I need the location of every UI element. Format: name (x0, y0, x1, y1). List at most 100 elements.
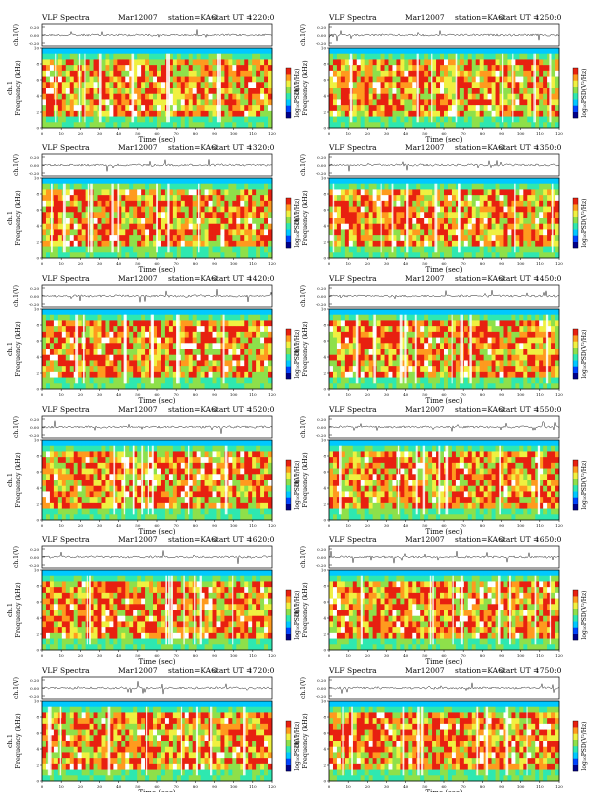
colorbar-segment (286, 627, 291, 634)
time-tick-label: 100 (517, 523, 525, 528)
colorbar-segment (573, 93, 578, 100)
panel-start-label: start UT = (499, 405, 539, 414)
colorbar-segment (286, 602, 291, 609)
freq-tick-label: 8 (323, 454, 326, 459)
time-tick-label: 40 (403, 131, 409, 136)
time-tick-label: 120 (268, 261, 276, 266)
panel-start-label: start UT = (212, 535, 252, 544)
spectrogram-ylabel-channel: ch.1 (6, 603, 14, 617)
panel-start-label: start UT = (212, 143, 252, 152)
time-tick-label: 70 (174, 523, 180, 528)
time-tick-label: 80 (480, 784, 486, 789)
colorbar-segment (286, 372, 291, 380)
panel-title: VLF Spectra (41, 274, 90, 283)
panel-station: station=KAG (455, 143, 504, 152)
time-tick-label: 0 (328, 523, 331, 528)
colorbar-segment (286, 633, 291, 641)
time-tick-label: 80 (480, 653, 486, 658)
freq-tick-label: 0 (323, 126, 326, 131)
waveform-ylabel: ch.1(V) (13, 546, 20, 568)
waveform-tick-label: 0.20 (30, 286, 39, 291)
colorbar-label: log₁₀PSD(V²/Hz) (294, 69, 301, 118)
time-axis-label: Time (sec) (425, 528, 462, 536)
panel-start-time: 1620:0 (248, 535, 275, 544)
freq-tick-label: 6 (323, 78, 326, 83)
time-tick-label: 50 (422, 784, 428, 789)
time-axis-label: Time (sec) (425, 397, 462, 405)
time-tick-label: 0 (328, 392, 331, 397)
waveform-tick-label: 0.00 (30, 555, 39, 560)
time-tick-label: 110 (536, 653, 544, 658)
spectrogram (329, 178, 560, 259)
time-tick-label: 110 (249, 523, 257, 528)
colorbar-label: log₁₀PSD(V²/Hz) (294, 591, 301, 640)
panel-date: Mar12007 (405, 274, 445, 283)
freq-tick-label: 10 (34, 568, 40, 573)
waveform-tick-label: 0.20 (317, 155, 326, 160)
time-tick-label: 60 (154, 392, 160, 397)
colorbar-frame (285, 197, 292, 249)
spectrogram (329, 48, 560, 129)
freq-tick-label: 10 (34, 46, 40, 51)
panel-title: VLF Spectra (41, 666, 90, 675)
panel-start-label: start UT = (499, 274, 539, 283)
time-tick-label: 120 (555, 653, 563, 658)
time-tick-label: 60 (154, 784, 160, 789)
time-tick-label: 30 (384, 523, 390, 528)
spectrogram-ylabel: Frequency (kHz) (301, 60, 309, 116)
spectrogram-ylabel: Frequency (kHz) (301, 452, 309, 508)
time-axis-label: Time (sec) (425, 789, 462, 792)
waveform-ylabel: ch.1(V) (13, 416, 20, 438)
freq-tick-label: 0 (323, 518, 326, 523)
freq-tick-label: 2 (323, 110, 326, 115)
spectrogram (42, 440, 273, 521)
freq-tick-label: 0 (323, 648, 326, 653)
colorbar-segment (286, 727, 291, 734)
waveform-tick-label: 0.00 (317, 555, 326, 560)
freq-tick-label: 8 (323, 715, 326, 720)
panel-start-time: 1650:0 (535, 535, 562, 544)
time-tick-label: 10 (346, 131, 352, 136)
colorbar-segment (573, 366, 578, 373)
spectrogram (329, 570, 560, 651)
time-tick-label: 10 (346, 392, 352, 397)
time-tick-label: 100 (230, 131, 238, 136)
time-tick-label: 90 (499, 653, 505, 658)
colorbar-segment (573, 627, 578, 634)
colorbar-segment (286, 497, 291, 504)
time-tick-label: 110 (249, 392, 257, 397)
time-tick-label: 70 (174, 653, 180, 658)
time-tick-label: 50 (422, 392, 428, 397)
time-tick-label: 100 (517, 653, 525, 658)
freq-tick-label: 6 (36, 600, 39, 605)
waveform-tick-label: 0.20 (317, 678, 326, 683)
waveform-tick-label: -0.20 (29, 563, 40, 568)
colorbar-segment (573, 86, 578, 94)
colorbar-segment (573, 752, 578, 759)
spectrogram-ylabel: Frequency (kHz) (14, 190, 22, 246)
time-tick-label: 20 (365, 131, 371, 136)
time-tick-label: 90 (212, 784, 218, 789)
time-tick-label: 10 (59, 261, 65, 266)
colorbar-segment (573, 621, 578, 628)
freq-tick-label: 4 (323, 486, 326, 491)
panel-station: station=KAG (455, 13, 504, 22)
panel-date: Mar12007 (118, 535, 158, 544)
waveform-ylabel: ch.1(V) (300, 24, 307, 46)
waveform-tick-label: -0.20 (29, 302, 40, 307)
time-tick-label: 60 (154, 131, 160, 136)
time-tick-label: 50 (135, 784, 141, 789)
panel-date: Mar12007 (118, 405, 158, 414)
waveform-ylabel: ch.1(V) (13, 285, 20, 307)
spectrogram (42, 309, 273, 390)
waveform-trace (328, 550, 560, 564)
spectrogram (42, 48, 273, 129)
time-tick-label: 120 (268, 653, 276, 658)
time-tick-label: 20 (365, 653, 371, 658)
freq-tick-label: 4 (323, 94, 326, 99)
spectrogram-ylabel-channel: ch.1 (6, 81, 14, 95)
freq-tick-label: 8 (36, 584, 39, 589)
time-tick-label: 30 (384, 261, 390, 266)
